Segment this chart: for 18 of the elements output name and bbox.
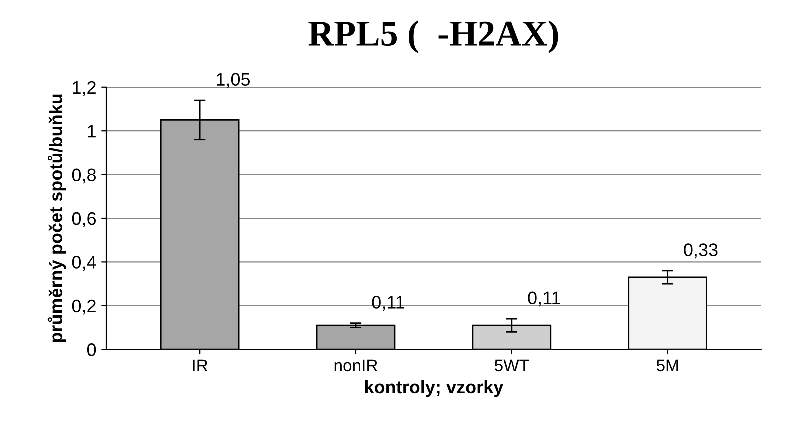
data-label: 0,11 [528, 292, 560, 307]
chart-title: RPL5 ( -H2AX) [308, 20, 558, 54]
data-label: 0,33 [684, 244, 718, 259]
y-tick-label: 0,2 [72, 300, 96, 315]
y-tick-label: 0,8 [72, 168, 96, 184]
x-tick-label: 5WT [494, 360, 530, 372]
x-tick-label: IR [193, 360, 208, 372]
y-tick-label: 1 [88, 125, 96, 138]
x-tick-label: nonIR [334, 360, 378, 372]
data-label: 1,05 [217, 73, 250, 88]
y-tick-label: 0 [87, 344, 96, 356]
y-tick-label: 0,6 [72, 212, 96, 228]
y-axis-title: průměrný počet spotů/buňku [48, 94, 66, 342]
x-axis-title: kontroly; vzorky [365, 380, 504, 398]
data-label: 0,11 [372, 296, 405, 312]
x-tick-label: 5M [656, 360, 678, 372]
y-tick-label: 0,4 [72, 256, 96, 272]
y-tick-label: 1,2 [73, 81, 96, 96]
